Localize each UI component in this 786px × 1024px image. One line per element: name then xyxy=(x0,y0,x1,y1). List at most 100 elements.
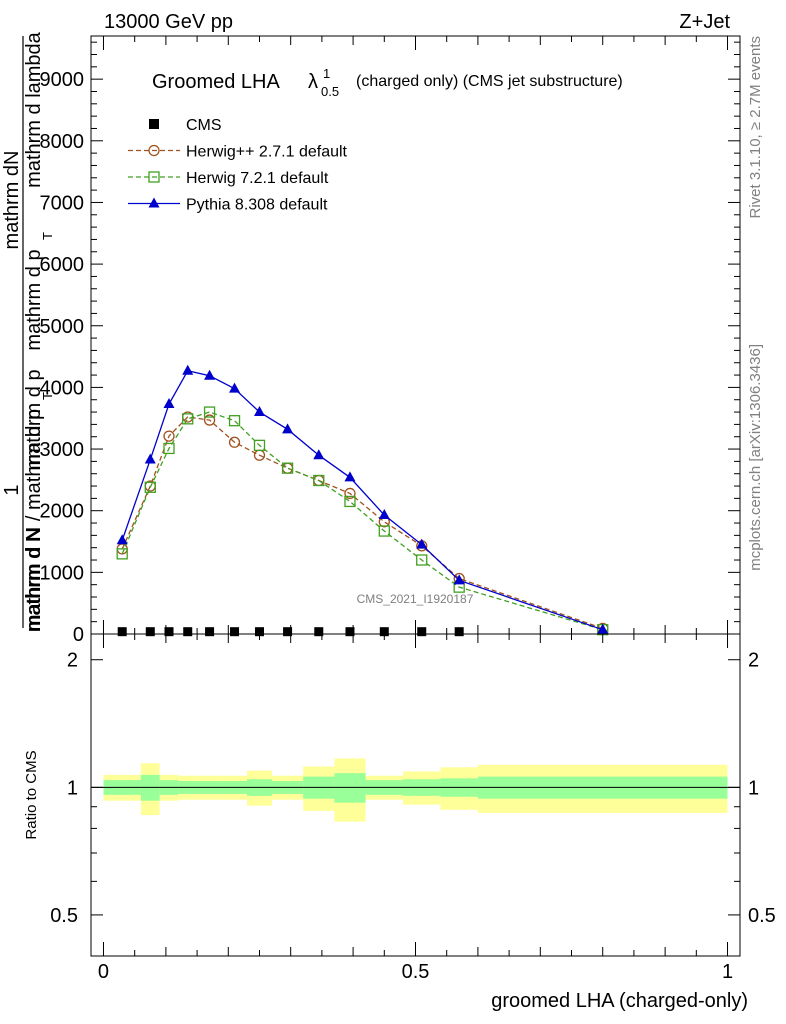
data-point xyxy=(203,414,216,426)
legend-item-3: Pythia 8.308 default xyxy=(128,197,328,214)
y-label-upper-2: mathrm d p xyxy=(23,249,45,350)
data-point xyxy=(204,369,216,380)
data-point xyxy=(148,171,160,183)
data-point xyxy=(163,442,175,455)
main-y-tick-label: 5000 xyxy=(40,316,85,338)
ratio-y-axis-label: Ratio to CMS xyxy=(23,750,40,839)
legend-item-2: Herwig 7.2.1 default xyxy=(128,170,329,187)
data-point xyxy=(378,525,390,537)
data-point xyxy=(344,487,356,500)
y-label-lower-1: mathrm d N / mathrm d p xyxy=(23,409,45,631)
data-point xyxy=(148,144,160,157)
legend-item-0: CMS xyxy=(149,117,222,134)
title-suffix: (charged only) (CMS jet substructure) xyxy=(356,73,623,90)
main-y-tick-labels: 0 1000 2000 3000 4000 5000 6000 7000 8000 9000 xyxy=(40,69,85,646)
process-label: Z+Jet xyxy=(679,11,730,33)
y-label-upper-3: mathrm d lambda xyxy=(23,31,45,187)
legend-label: Herwig 7.2.1 default xyxy=(186,170,329,187)
title-main: Groomed LHA xyxy=(152,71,280,93)
x-axis-label: groomed LHA (charged-only) xyxy=(491,990,748,1012)
ratio-y-tick-labels: 0.5 0.5 1 1 2 2 xyxy=(50,650,776,927)
main-y-tick-label: 9000 xyxy=(40,69,85,91)
legend-label: Herwig++ 2.7.1 default xyxy=(186,144,348,161)
series-layer xyxy=(116,364,609,637)
data-point xyxy=(230,627,240,637)
ratio-stat-band xyxy=(334,773,366,803)
main-y-axis-label: 1 mathrm d N / mathrm d p mathrm dN math… xyxy=(1,31,55,632)
ratio-bands xyxy=(91,758,740,822)
main-y-tick-label: 7000 xyxy=(40,192,85,214)
series-0 xyxy=(117,627,464,637)
x-tick-label: 1 xyxy=(722,961,733,983)
data-point xyxy=(282,423,294,434)
data-point xyxy=(229,382,241,393)
data-point xyxy=(164,627,174,637)
data-point xyxy=(417,627,427,637)
data-point xyxy=(254,627,264,637)
data-point xyxy=(454,627,464,637)
data-point xyxy=(145,627,155,637)
data-point xyxy=(283,627,293,637)
ratio-y-tick-label-right: 1 xyxy=(748,777,759,799)
data-point xyxy=(344,495,356,508)
main-y-tick-label: 8000 xyxy=(40,131,85,153)
data-point xyxy=(203,406,216,418)
legend: CMS Herwig++ 2.7.1 default Herwig 7.2.1 de… xyxy=(128,117,348,214)
data-point xyxy=(313,474,325,487)
data-point xyxy=(205,627,215,637)
main-y-tick-label: 1000 xyxy=(40,562,85,584)
data-point xyxy=(228,436,241,448)
main-y-tick-label: 3000 xyxy=(40,439,85,461)
y-label-subscript-t-2: T xyxy=(40,392,55,400)
x-tick-label: 0 xyxy=(98,961,109,983)
legend-item-1: Herwig++ 2.7.1 default xyxy=(128,144,348,161)
data-point xyxy=(416,554,428,566)
main-y-tick-label: 2000 xyxy=(40,501,85,523)
analysis-watermark: CMS_2021_I1920187 xyxy=(357,592,474,606)
data-point xyxy=(148,197,160,208)
x-tick-labels: 0 0.5 1 xyxy=(98,961,733,983)
y-label-lower-2: mathrm d p xyxy=(23,369,45,470)
series-line xyxy=(121,416,603,630)
y-label-subscript-t-1: T xyxy=(40,232,55,240)
plot-title: Groomed LHA λ 1 0.5 (charged only) (CMS … xyxy=(152,66,623,99)
data-point xyxy=(163,430,175,442)
legend-marker xyxy=(149,119,159,129)
data-point xyxy=(378,509,390,520)
data-point xyxy=(116,534,128,545)
data-point xyxy=(344,471,356,482)
data-point xyxy=(453,574,465,585)
main-y-tick-label: 0 xyxy=(73,624,84,646)
legend-label: Pythia 8.308 default xyxy=(186,197,328,214)
ratio-y-tick-label: 0.5 xyxy=(50,905,78,927)
ratio-y-tick-label-right: 0.5 xyxy=(748,905,776,927)
data-point xyxy=(253,406,265,417)
title-subscript: 0.5 xyxy=(321,84,339,99)
data-point xyxy=(416,538,428,549)
data-point xyxy=(182,413,194,425)
ratio-y-tick-label-right: 2 xyxy=(748,650,759,672)
x-tick-label: 0.5 xyxy=(402,961,430,983)
y-label-lower-3: mathrm d N xyxy=(23,528,45,632)
series-line xyxy=(121,370,603,631)
data-point xyxy=(116,548,128,560)
ratio-axis-ticks xyxy=(91,634,740,956)
main-y-tick-label: 6000 xyxy=(40,254,85,276)
data-point xyxy=(183,627,193,637)
title-superscript: 1 xyxy=(323,66,330,81)
ratio-y-tick-label: 1 xyxy=(67,777,78,799)
energy-label: 13000 GeV pp xyxy=(104,11,233,33)
legend-label: CMS xyxy=(186,117,222,134)
data-point xyxy=(253,439,266,452)
data-point xyxy=(182,364,194,375)
ratio-y-tick-label: 2 xyxy=(67,650,78,672)
rivet-label: Rivet 3.1.10, ≥ 2.7M events xyxy=(747,36,764,219)
data-point xyxy=(144,453,156,464)
data-point xyxy=(144,481,156,493)
data-point xyxy=(345,627,355,637)
mcplots-label: mcplots.cern.ch [arXiv:1306.3436] xyxy=(747,344,764,571)
data-point xyxy=(117,627,127,637)
title-symbol: λ xyxy=(308,71,318,93)
data-point xyxy=(163,398,175,409)
